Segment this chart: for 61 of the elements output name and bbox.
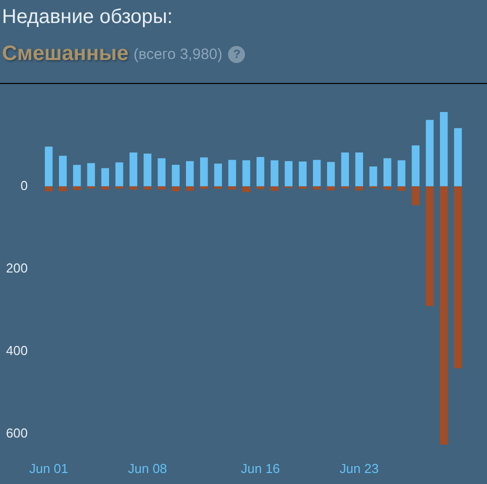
y-tick-label: 400 bbox=[6, 342, 28, 358]
bar bbox=[298, 186, 307, 189]
bar bbox=[440, 186, 448, 445]
bar bbox=[200, 157, 208, 186]
bar bbox=[200, 186, 208, 189]
bar bbox=[398, 186, 406, 191]
bar bbox=[158, 158, 166, 186]
x-tick-label: Jun 08 bbox=[128, 460, 168, 476]
bar bbox=[384, 186, 392, 190]
bar bbox=[130, 152, 138, 186]
bar bbox=[426, 186, 434, 306]
bar bbox=[186, 161, 194, 186]
chart-subtitle: Смешанные bbox=[2, 42, 129, 66]
bar bbox=[115, 162, 124, 186]
bar bbox=[355, 152, 364, 186]
bar bbox=[284, 161, 292, 186]
y-tick-label: 600 bbox=[6, 425, 28, 440]
chart-title: Недавние обзоры: bbox=[2, 6, 173, 29]
bar bbox=[144, 186, 152, 190]
bar bbox=[130, 186, 138, 190]
y-tick-label: 0 bbox=[20, 178, 28, 193]
bar bbox=[158, 186, 166, 190]
bar bbox=[369, 166, 378, 186]
help-icon: ? bbox=[228, 46, 246, 62]
bar bbox=[214, 186, 222, 189]
bar bbox=[186, 186, 194, 191]
x-tick-label: Jun 23 bbox=[340, 460, 379, 476]
bar bbox=[214, 164, 222, 186]
bar bbox=[426, 120, 434, 186]
bar bbox=[58, 156, 67, 186]
bar bbox=[270, 186, 278, 191]
bar bbox=[115, 186, 124, 189]
bar bbox=[341, 152, 349, 186]
bar bbox=[73, 164, 81, 186]
y-tick-label: 200 bbox=[6, 260, 28, 276]
bar bbox=[384, 158, 392, 186]
bar bbox=[454, 186, 462, 368]
bar bbox=[242, 160, 250, 186]
bar bbox=[327, 162, 335, 186]
bar bbox=[440, 112, 448, 186]
bar bbox=[73, 186, 81, 190]
bar bbox=[44, 146, 53, 186]
x-tick-label: Jun 01 bbox=[29, 460, 68, 476]
bar bbox=[256, 156, 264, 186]
bar bbox=[101, 168, 110, 186]
text: (всего 3,980) bbox=[134, 46, 222, 62]
bar bbox=[228, 160, 236, 186]
bar bbox=[172, 164, 180, 186]
bar bbox=[327, 186, 335, 190]
bar bbox=[270, 160, 278, 186]
bar bbox=[355, 186, 364, 190]
bar bbox=[412, 186, 420, 206]
x-tick-label: Jun 16 bbox=[240, 460, 280, 476]
bar bbox=[298, 162, 307, 186]
bar bbox=[412, 145, 420, 186]
bar bbox=[454, 128, 462, 186]
bar bbox=[242, 186, 250, 192]
bar bbox=[312, 160, 321, 186]
bar bbox=[398, 160, 406, 186]
bar bbox=[144, 154, 152, 186]
bar bbox=[87, 163, 95, 186]
